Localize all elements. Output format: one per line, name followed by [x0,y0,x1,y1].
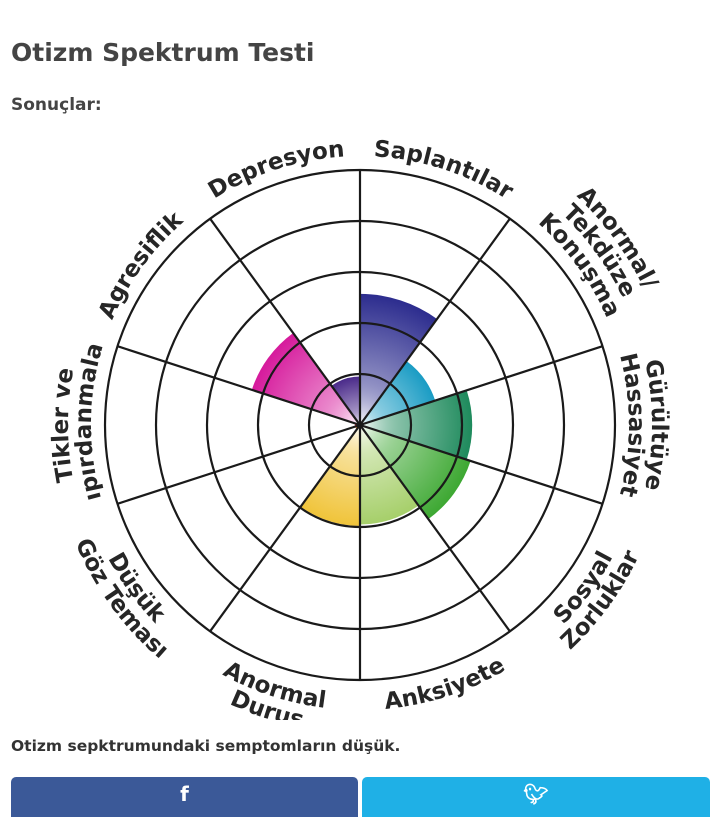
grid-spoke [359,423,603,505]
twitter-icon: 🐦︎ [523,782,549,806]
sector-8 [251,332,360,425]
result-text: Otizm sepktrumundaki semptomların düşük. [11,737,401,755]
sector-4 [360,425,419,525]
page-title: Otizm Spektrum Testi [11,38,315,67]
twitter-share-button[interactable]: 🐦︎ [362,777,710,817]
grid-spoke [209,218,361,426]
autism-spectrum-polar-chart: Saplantılar Anormal/TekdüzeKonuşmaGürültü… [0,120,672,720]
grid-spoke [209,424,361,632]
sector-0 [360,293,438,425]
sector-3 [360,425,471,520]
grid-spoke [117,423,361,505]
sector-9 [331,376,360,425]
facebook-share-button[interactable]: f [11,777,358,817]
grid-spoke [359,424,511,632]
grid-spoke [359,345,603,427]
sector-2 [360,390,473,460]
results-label: Sonuçlar: [11,95,102,115]
category-label-0-0: Saplantılar [373,136,518,205]
category-label-9-0: Depresyon [204,136,346,204]
facebook-icon: f [180,782,189,806]
sector-5 [300,425,360,526]
sector-1 [360,361,436,425]
category-label-2-1: Hassasiyet [614,351,649,500]
category-label-4-0: Anksiyete [383,652,509,715]
grid-spoke [117,345,361,427]
category-label-8-0: Agresiflik [94,206,189,323]
grid-spoke [359,218,511,426]
